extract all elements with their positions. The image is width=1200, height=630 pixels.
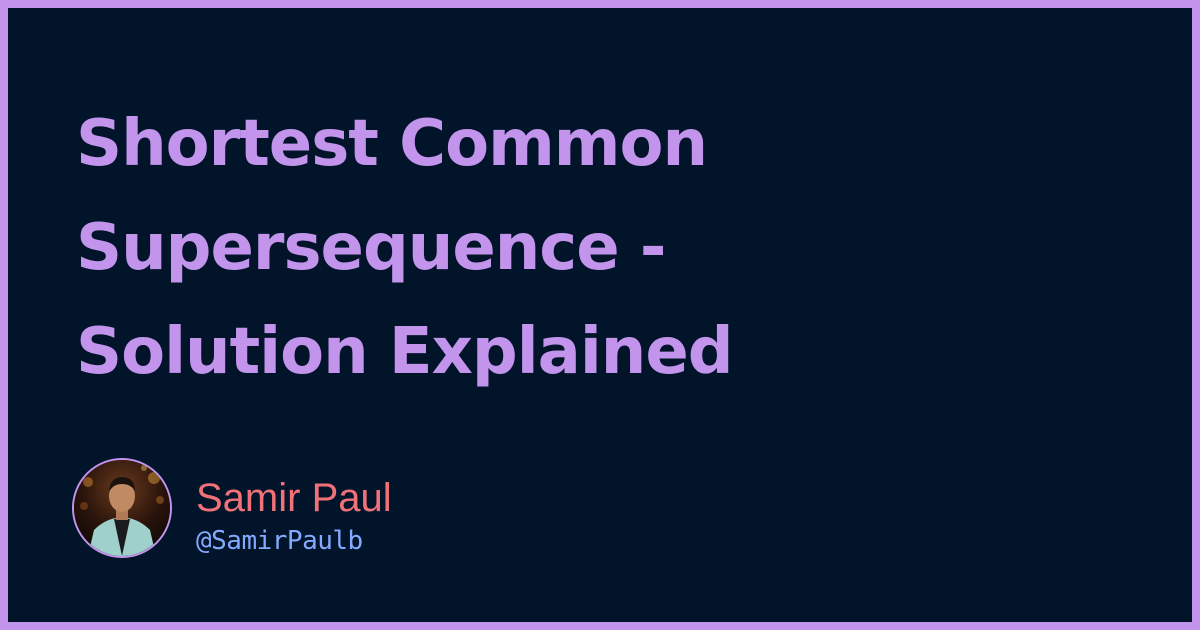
- page-title: Shortest Common Supersequence - Solution…: [76, 92, 1036, 404]
- title-line-3: Solution Explained: [76, 315, 734, 389]
- social-card: Shortest Common Supersequence - Solution…: [8, 8, 1192, 622]
- author-name: Samir Paul: [196, 476, 392, 520]
- avatar-photo-icon: [74, 460, 170, 556]
- author-handle: @SamirPaulb: [196, 526, 363, 556]
- avatar: [72, 458, 172, 558]
- title-line-2: Supersequence -: [76, 211, 666, 285]
- title-line-1: Shortest Common: [76, 107, 708, 181]
